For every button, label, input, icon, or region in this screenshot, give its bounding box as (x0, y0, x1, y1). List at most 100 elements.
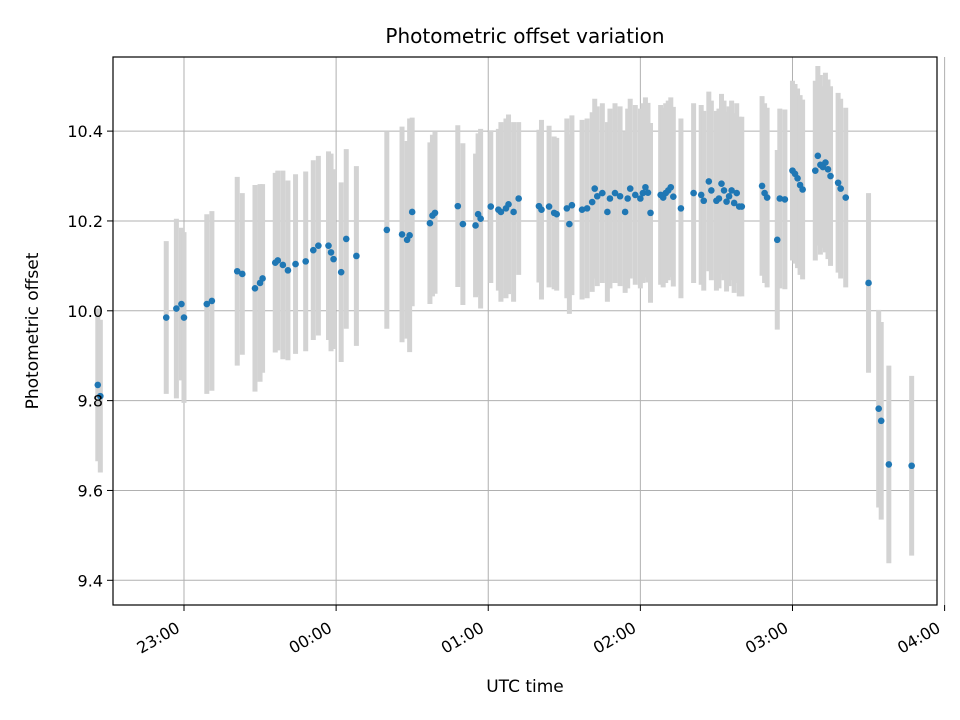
data-point (566, 220, 573, 228)
data-point (583, 205, 591, 212)
y-tick-label: 10.4 (67, 122, 103, 141)
data-point (327, 249, 335, 256)
data-point (588, 198, 596, 206)
data-point (697, 191, 705, 199)
data-point (510, 208, 517, 216)
data-point (426, 219, 434, 227)
data-point (604, 208, 611, 216)
data-point (781, 196, 789, 203)
data-point (259, 275, 266, 282)
data-point (616, 192, 624, 200)
data-point (337, 268, 345, 276)
data-point (715, 195, 723, 202)
data-point (454, 202, 462, 210)
data-point (568, 201, 576, 209)
data-point (877, 417, 885, 425)
data-point (545, 203, 553, 210)
data-point (251, 285, 259, 292)
data-point (621, 208, 629, 216)
data-point (611, 189, 619, 197)
y-axis: 9.4 9.6 9.8 10.0 10.2 10.4 (67, 122, 113, 590)
data-point (553, 210, 560, 218)
data-point (865, 279, 872, 287)
y-tick-label: 9.4 (78, 571, 103, 590)
data-point (173, 305, 180, 312)
data-point (284, 267, 292, 274)
data-point (606, 195, 614, 202)
data-point (239, 270, 246, 278)
data-point (822, 159, 829, 166)
data-point (472, 222, 479, 229)
data-point (398, 231, 406, 238)
data-point (279, 261, 287, 269)
data-point (315, 242, 322, 249)
data-point (631, 191, 639, 199)
data-point (738, 203, 746, 210)
data-point (591, 185, 599, 192)
data-point (690, 189, 697, 197)
data-point (885, 461, 893, 468)
data-point (406, 232, 413, 239)
data-point (875, 405, 882, 413)
data-point (578, 206, 586, 214)
data-point (733, 189, 741, 197)
data-point (330, 255, 337, 263)
data-point (97, 392, 104, 400)
data-point (497, 208, 505, 216)
data-point (677, 205, 685, 212)
data-point (773, 236, 781, 244)
data-point (824, 165, 832, 173)
data-point (837, 185, 844, 192)
data-point (178, 300, 185, 308)
data-point (599, 189, 606, 197)
data-point (639, 189, 647, 197)
plot-frame (112, 56, 938, 606)
data-point (700, 197, 708, 205)
data-point (563, 205, 571, 212)
data-point (644, 189, 652, 196)
y-tick-label: 9.8 (78, 392, 103, 411)
data-point (593, 192, 601, 200)
data-point (180, 314, 188, 321)
x-axis-title: UTC time (486, 677, 564, 697)
y-tick-label: 10.2 (67, 212, 103, 231)
data-point (827, 172, 834, 180)
data-point (505, 201, 512, 208)
data-point (720, 187, 728, 194)
data-point (624, 195, 631, 202)
data-point (814, 152, 822, 160)
y-tick-label: 10.0 (67, 302, 103, 321)
data-point (325, 242, 332, 249)
data-point (812, 167, 819, 174)
data-point (233, 267, 241, 275)
data-point (477, 215, 484, 223)
data-markers (94, 152, 915, 470)
data-point (302, 258, 309, 265)
data-point (908, 462, 915, 470)
data-point (730, 199, 738, 207)
data-point (208, 297, 216, 305)
data-point (667, 183, 675, 191)
data-point (776, 195, 784, 202)
data-point (309, 246, 317, 254)
data-point (459, 220, 467, 228)
data-point (705, 178, 713, 185)
data-point (274, 257, 282, 264)
data-point (642, 183, 649, 191)
data-point (538, 206, 545, 214)
data-point (842, 194, 850, 201)
data-point (728, 187, 735, 194)
data-point (718, 180, 725, 187)
data-point (292, 260, 299, 268)
data-point (353, 252, 360, 260)
data-point (708, 187, 715, 194)
chart-title: Photometric offset variation (385, 24, 664, 48)
data-point (723, 198, 730, 205)
data-point (834, 179, 842, 187)
data-point (515, 195, 522, 202)
data-point (203, 300, 211, 308)
data-point (342, 235, 350, 243)
y-axis-title: Photometric offset (23, 252, 43, 409)
data-point (794, 174, 801, 182)
